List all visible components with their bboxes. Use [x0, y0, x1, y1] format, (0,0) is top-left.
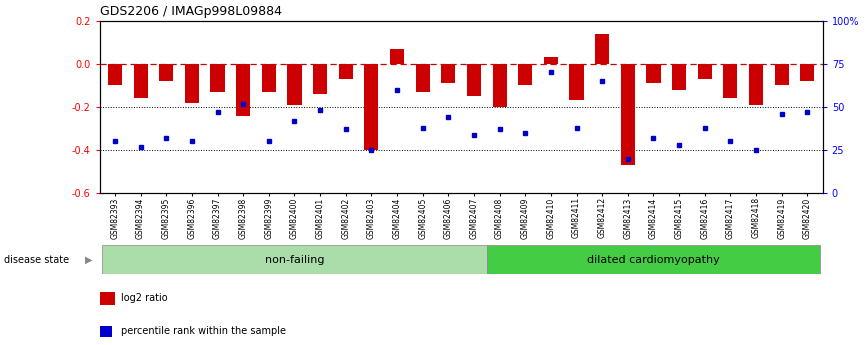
- Bar: [262, 64, 276, 92]
- Bar: [621, 64, 635, 165]
- Bar: [365, 64, 378, 150]
- Bar: [184, 64, 199, 103]
- Bar: [467, 64, 481, 96]
- Text: disease state: disease state: [4, 255, 69, 265]
- Bar: [774, 64, 789, 86]
- Bar: [672, 64, 686, 90]
- Bar: [210, 64, 224, 92]
- Bar: [493, 64, 507, 107]
- Bar: [698, 64, 712, 79]
- Bar: [800, 64, 814, 81]
- Text: dilated cardiomyopathy: dilated cardiomyopathy: [587, 255, 720, 265]
- Bar: [102, 245, 487, 274]
- Bar: [570, 64, 584, 100]
- Bar: [544, 57, 558, 64]
- Text: ▶: ▶: [85, 255, 93, 265]
- Bar: [236, 64, 250, 116]
- Bar: [108, 64, 122, 86]
- Bar: [595, 34, 609, 64]
- Bar: [749, 64, 763, 105]
- Bar: [313, 64, 327, 94]
- Bar: [133, 64, 148, 98]
- Bar: [723, 64, 738, 98]
- Text: non-failing: non-failing: [265, 255, 324, 265]
- Bar: [100, 292, 115, 305]
- Bar: [159, 64, 173, 81]
- Bar: [416, 64, 430, 92]
- Bar: [339, 64, 352, 79]
- Bar: [100, 326, 112, 337]
- Bar: [487, 245, 820, 274]
- Bar: [518, 64, 533, 86]
- Text: GDS2206 / IMAGp998L09884: GDS2206 / IMAGp998L09884: [100, 5, 281, 18]
- Bar: [442, 64, 456, 83]
- Text: percentile rank within the sample: percentile rank within the sample: [121, 326, 287, 336]
- Text: log2 ratio: log2 ratio: [121, 294, 168, 303]
- Bar: [390, 49, 404, 64]
- Bar: [646, 64, 661, 83]
- Bar: [288, 64, 301, 105]
